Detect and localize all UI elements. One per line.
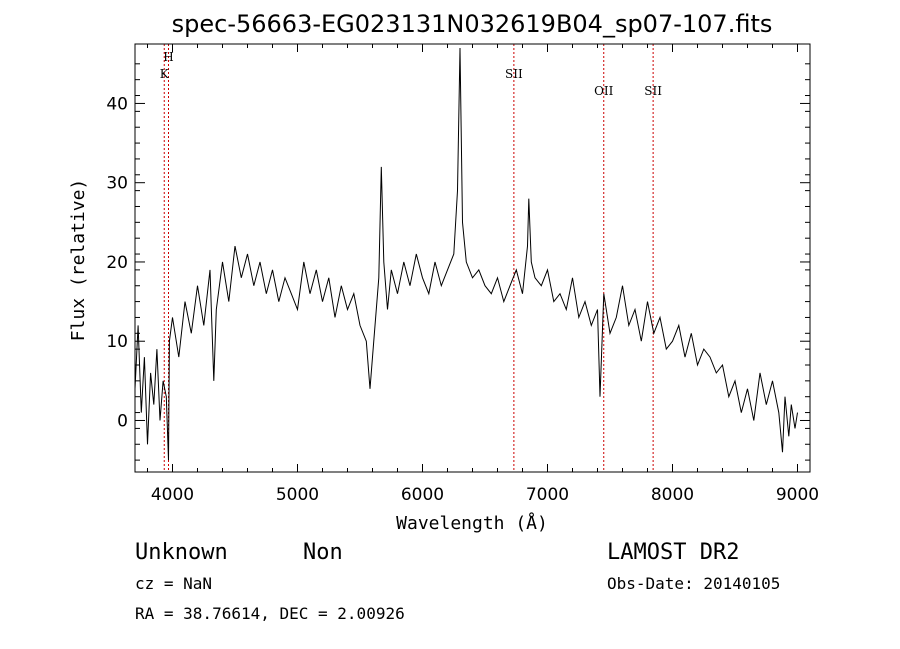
emission-line-markers: HK SII OII SII	[160, 44, 662, 472]
y-axis-title: Flux (relative)	[68, 179, 89, 342]
y-tick-label-20: 20	[106, 253, 128, 273]
cz-value: cz = NaN	[135, 574, 212, 593]
y-tick-label-40: 40	[106, 94, 128, 114]
x-tick-label-6000: 6000	[401, 485, 444, 505]
spectrum-line-0	[134, 47, 798, 461]
survey-label: LAMOST DR2	[607, 540, 739, 565]
axis-ticks: 4000 5000 6000 7000 8000 9000 0 10 20 30 40	[106, 44, 819, 505]
x-tick-label-7000: 7000	[526, 485, 569, 505]
obs-date: Obs-Date: 20140105	[607, 574, 780, 593]
line-label-h-0: H	[163, 50, 173, 64]
x-tick-label-5000: 5000	[276, 485, 319, 505]
line-label-sii-2: SII	[505, 67, 523, 81]
x-axis-title: Wavelength (Å)	[396, 512, 548, 534]
x-tick-label-9000: 9000	[776, 485, 819, 505]
y-tick-label-10: 10	[106, 332, 128, 352]
ra-dec: RA = 38.76614, DEC = 2.00926	[135, 604, 405, 623]
object-class: Unknown	[135, 540, 228, 565]
line-label-oii-3: OII	[594, 84, 614, 98]
object-subclass: Non	[303, 540, 343, 565]
x-tick-label-4000: 4000	[151, 485, 194, 505]
plot-frame	[134, 43, 811, 473]
y-tick-label-30: 30	[106, 174, 128, 194]
line-label-k-1: K	[160, 67, 170, 81]
y-tick-label-0: 0	[117, 411, 128, 431]
spectrum-series	[134, 47, 798, 461]
line-label-sii-4: SII	[644, 84, 662, 98]
chart-title: spec-56663-EG023131N032619B04_sp07-107.f…	[172, 10, 773, 38]
x-tick-label-8000: 8000	[651, 485, 694, 505]
